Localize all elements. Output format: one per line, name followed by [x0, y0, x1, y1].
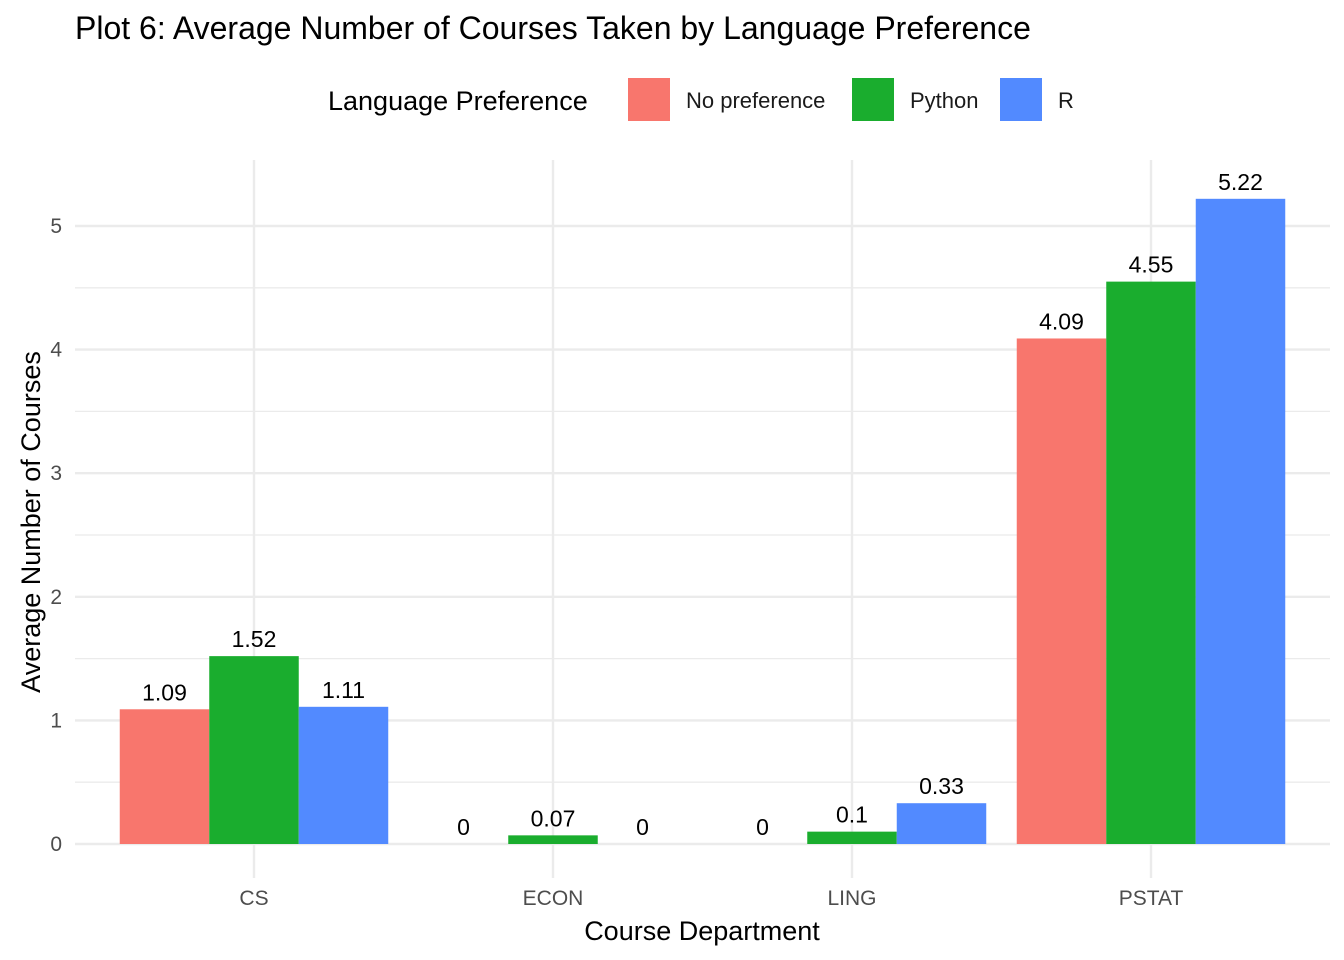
data-label: 0 [756, 814, 769, 840]
bar-no-preference-pstat [1016, 338, 1107, 844]
bar-python-ling [807, 831, 897, 844]
y-tick-label: 0 [50, 833, 62, 856]
y-tick-label: 5 [50, 215, 62, 238]
data-label: 0 [636, 814, 649, 840]
legend-key-r [1000, 78, 1042, 121]
legend-label: R [1058, 88, 1074, 113]
data-label: 4.09 [1039, 308, 1084, 334]
y-axis-ticks: 0 1 2 3 4 5 [50, 215, 62, 856]
y-tick-label: 3 [50, 462, 62, 485]
data-label: 5.22 [1218, 169, 1263, 195]
legend: Language Preference No preference Python R [328, 78, 1074, 121]
bar-r-ling [896, 803, 987, 844]
data-label: 1.11 [322, 677, 365, 703]
x-tick-label: CS [239, 887, 268, 910]
legend-key-python [852, 78, 894, 121]
legend-label: No preference [686, 88, 825, 113]
legend-title: Language Preference [328, 86, 588, 116]
y-axis-label: Average Number of Courses [16, 351, 46, 693]
data-label: 0.1 [836, 802, 868, 828]
data-label: 0 [457, 814, 470, 840]
x-tick-label: ECON [523, 887, 584, 910]
y-tick-label: 1 [50, 709, 62, 732]
y-tick-label: 2 [50, 586, 62, 609]
bar-r-cs [298, 706, 389, 844]
data-label: 4.55 [1129, 252, 1174, 278]
bar-python-pstat [1106, 281, 1196, 844]
data-label: 0.33 [919, 773, 964, 799]
legend-key-no-preference [628, 78, 670, 121]
data-label: 0.07 [531, 805, 576, 831]
x-tick-label: PSTAT [1119, 887, 1184, 910]
bar-r-pstat [1195, 198, 1286, 845]
data-label: 1.52 [232, 626, 277, 652]
data-labels: 1.09 0 0 4.09 1.52 0.07 0.1 4.55 1.11 0 0.33 5.22 [142, 169, 1263, 840]
x-axis-label: Course Department [584, 916, 820, 946]
bar-python-cs [209, 656, 299, 844]
chart-title: Plot 6: Average Number of Courses Taken … [75, 10, 1031, 46]
legend-label: Python [910, 88, 979, 113]
bars [119, 198, 1286, 845]
y-tick-label: 4 [50, 339, 62, 362]
x-tick-label: LING [827, 887, 876, 910]
x-axis-ticks: CS ECON LING PSTAT [239, 887, 1183, 910]
bar-python-econ [508, 835, 598, 844]
bar-no-preference-cs [119, 709, 210, 844]
data-label: 1.09 [142, 679, 187, 705]
